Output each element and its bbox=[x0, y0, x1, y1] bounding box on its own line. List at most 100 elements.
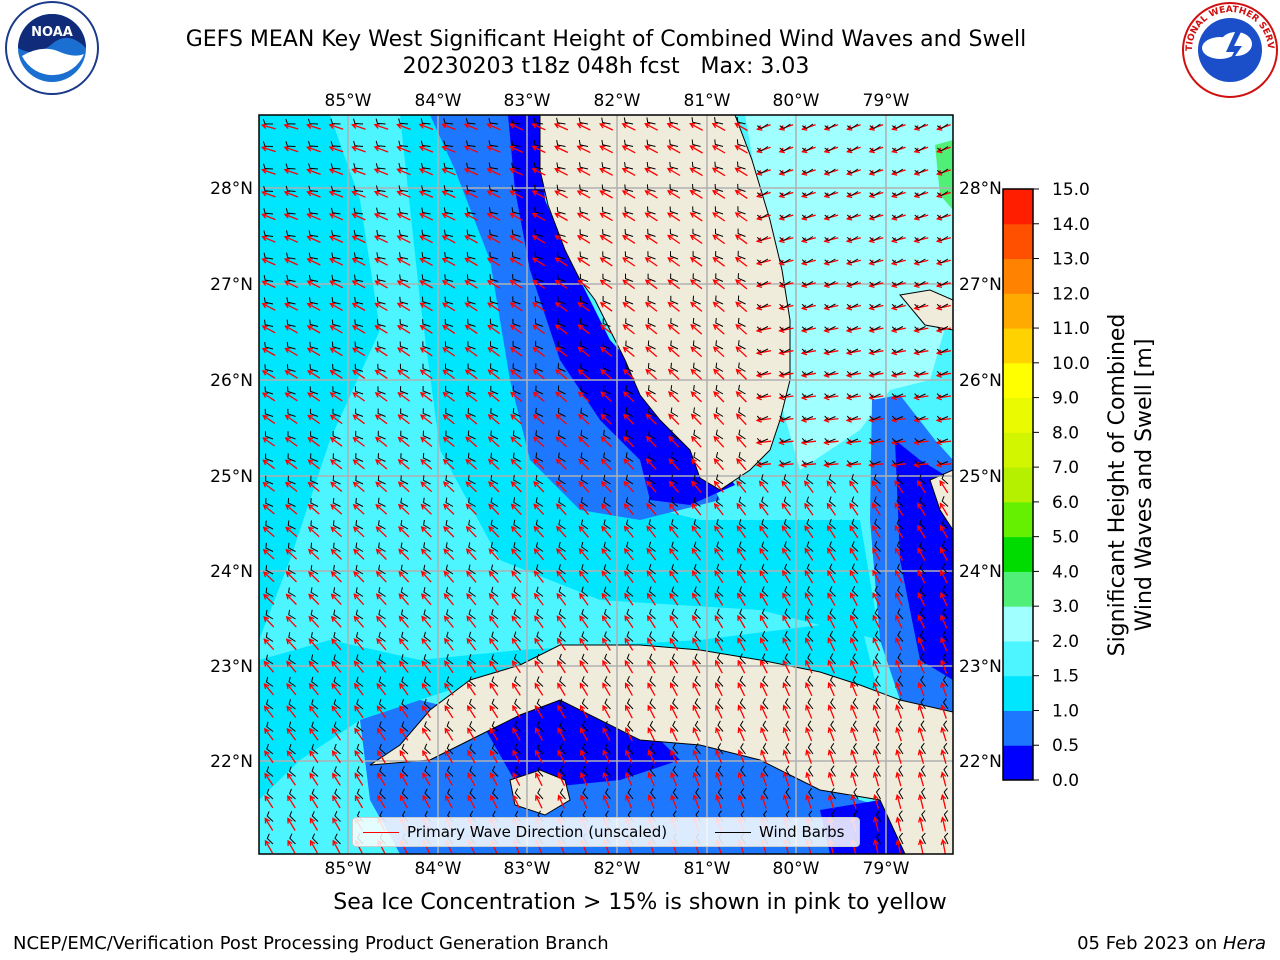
wave-arrow-head bbox=[466, 570, 472, 577]
wave-direction-arrow bbox=[805, 682, 813, 697]
wave-direction-arrow bbox=[895, 705, 903, 719]
wave-direction-arrow bbox=[420, 437, 433, 447]
wind-barb bbox=[671, 653, 679, 665]
wind-barb bbox=[355, 631, 364, 642]
wind-barb bbox=[756, 236, 769, 242]
wave-arrow-head bbox=[488, 503, 495, 510]
wind-barb bbox=[801, 281, 814, 286]
wind-barb bbox=[824, 415, 836, 421]
wind-barb bbox=[897, 720, 904, 732]
wave-direction-arrow bbox=[444, 593, 454, 606]
wind-barb bbox=[869, 415, 881, 421]
wave-arrow-head bbox=[262, 481, 269, 488]
wave-direction-arrow bbox=[895, 615, 903, 629]
wave-arrow-head bbox=[895, 749, 901, 756]
wind-barb bbox=[333, 721, 341, 732]
wave-arrow-head bbox=[782, 637, 788, 644]
wave-arrow-head bbox=[285, 526, 292, 533]
wind-barb bbox=[851, 541, 859, 552]
wave-arrow-head bbox=[307, 548, 314, 555]
wind-barb bbox=[671, 675, 679, 687]
wind-barb bbox=[422, 341, 431, 350]
wave-arrow-head bbox=[328, 258, 336, 264]
wind-barb bbox=[941, 496, 949, 507]
wind-barb bbox=[445, 385, 454, 395]
wave-direction-arrow bbox=[557, 683, 566, 696]
wind-barb bbox=[333, 699, 341, 710]
wave-direction-arrow bbox=[374, 213, 389, 221]
wave-direction-arrow bbox=[332, 840, 341, 854]
wave-direction-arrow bbox=[692, 705, 701, 719]
wind-barb bbox=[695, 765, 701, 777]
wave-arrow-head bbox=[621, 234, 629, 241]
wind-barb bbox=[401, 698, 409, 710]
wind-barb bbox=[378, 698, 386, 710]
wave-direction-arrow bbox=[488, 459, 500, 470]
wave-arrow-head bbox=[486, 168, 493, 174]
wave-direction-arrow bbox=[756, 440, 772, 444]
wave-direction-arrow bbox=[353, 459, 365, 470]
wind-barb bbox=[601, 117, 611, 125]
wave-direction-arrow bbox=[532, 324, 546, 335]
wind-barb bbox=[801, 191, 814, 197]
wave-direction-arrow bbox=[602, 615, 611, 629]
wind-barb bbox=[807, 720, 814, 732]
wave-direction-arrow bbox=[625, 772, 633, 787]
wind-barb bbox=[308, 141, 319, 147]
wave-direction-arrow bbox=[420, 302, 433, 312]
wind-barb bbox=[625, 474, 634, 485]
wave-arrow-head bbox=[512, 704, 518, 712]
wind-barb bbox=[559, 676, 566, 687]
wave-arrow-head bbox=[444, 660, 450, 667]
wave-direction-arrow bbox=[534, 615, 544, 629]
wave-direction-arrow bbox=[869, 259, 884, 265]
wave-arrow-head bbox=[442, 369, 449, 376]
wind-barb bbox=[646, 184, 656, 192]
wind-barb bbox=[558, 586, 566, 597]
wave-direction-arrow bbox=[782, 548, 791, 561]
wind-barb bbox=[739, 675, 746, 687]
wave-direction-arrow bbox=[287, 795, 296, 809]
wind-barb bbox=[779, 258, 791, 264]
wave-arrow-head bbox=[940, 591, 946, 599]
wave-direction-arrow bbox=[330, 347, 343, 357]
wind-barb bbox=[761, 563, 769, 575]
wave-direction-arrow bbox=[397, 280, 411, 289]
colorbar-segment bbox=[1003, 362, 1033, 399]
wave-direction-arrow bbox=[691, 436, 702, 448]
wave-arrow-head bbox=[872, 592, 878, 599]
wind-barb bbox=[648, 586, 656, 597]
wind-barb bbox=[556, 206, 566, 215]
wind-barb bbox=[626, 564, 634, 575]
wave-direction-arrow bbox=[445, 773, 453, 786]
wave-direction-arrow bbox=[465, 414, 478, 425]
wave-arrow-head bbox=[512, 794, 518, 801]
wind-barb bbox=[263, 230, 274, 237]
wave-arrow-head bbox=[917, 569, 923, 576]
wave-arrow-head bbox=[805, 794, 811, 801]
wave-direction-arrow bbox=[308, 638, 320, 651]
wave-direction-arrow bbox=[914, 440, 929, 444]
wave-direction-arrow bbox=[645, 212, 658, 222]
wind-barb bbox=[824, 168, 836, 174]
wind-barb bbox=[310, 587, 319, 597]
map-frame bbox=[258, 114, 954, 855]
wave-arrow-head bbox=[667, 324, 674, 330]
wind-barb bbox=[332, 542, 341, 552]
wave-direction-arrow bbox=[824, 282, 839, 287]
wind-barb bbox=[824, 281, 836, 286]
wave-direction-arrow bbox=[510, 235, 523, 244]
wind-barb bbox=[377, 408, 386, 417]
wave-arrow-head bbox=[306, 168, 313, 174]
wave-arrow-head bbox=[533, 458, 539, 465]
wind-barb bbox=[422, 319, 431, 327]
wind-barb bbox=[537, 788, 544, 800]
wave-arrow-head bbox=[827, 771, 834, 778]
wave-arrow-head bbox=[668, 413, 675, 420]
wave-direction-arrow bbox=[669, 615, 679, 629]
wave-arrow-head bbox=[443, 637, 450, 644]
wind-barb bbox=[466, 162, 476, 170]
wind-barb bbox=[942, 630, 949, 642]
wind-barb bbox=[332, 430, 341, 440]
wave-direction-arrow bbox=[874, 817, 879, 832]
